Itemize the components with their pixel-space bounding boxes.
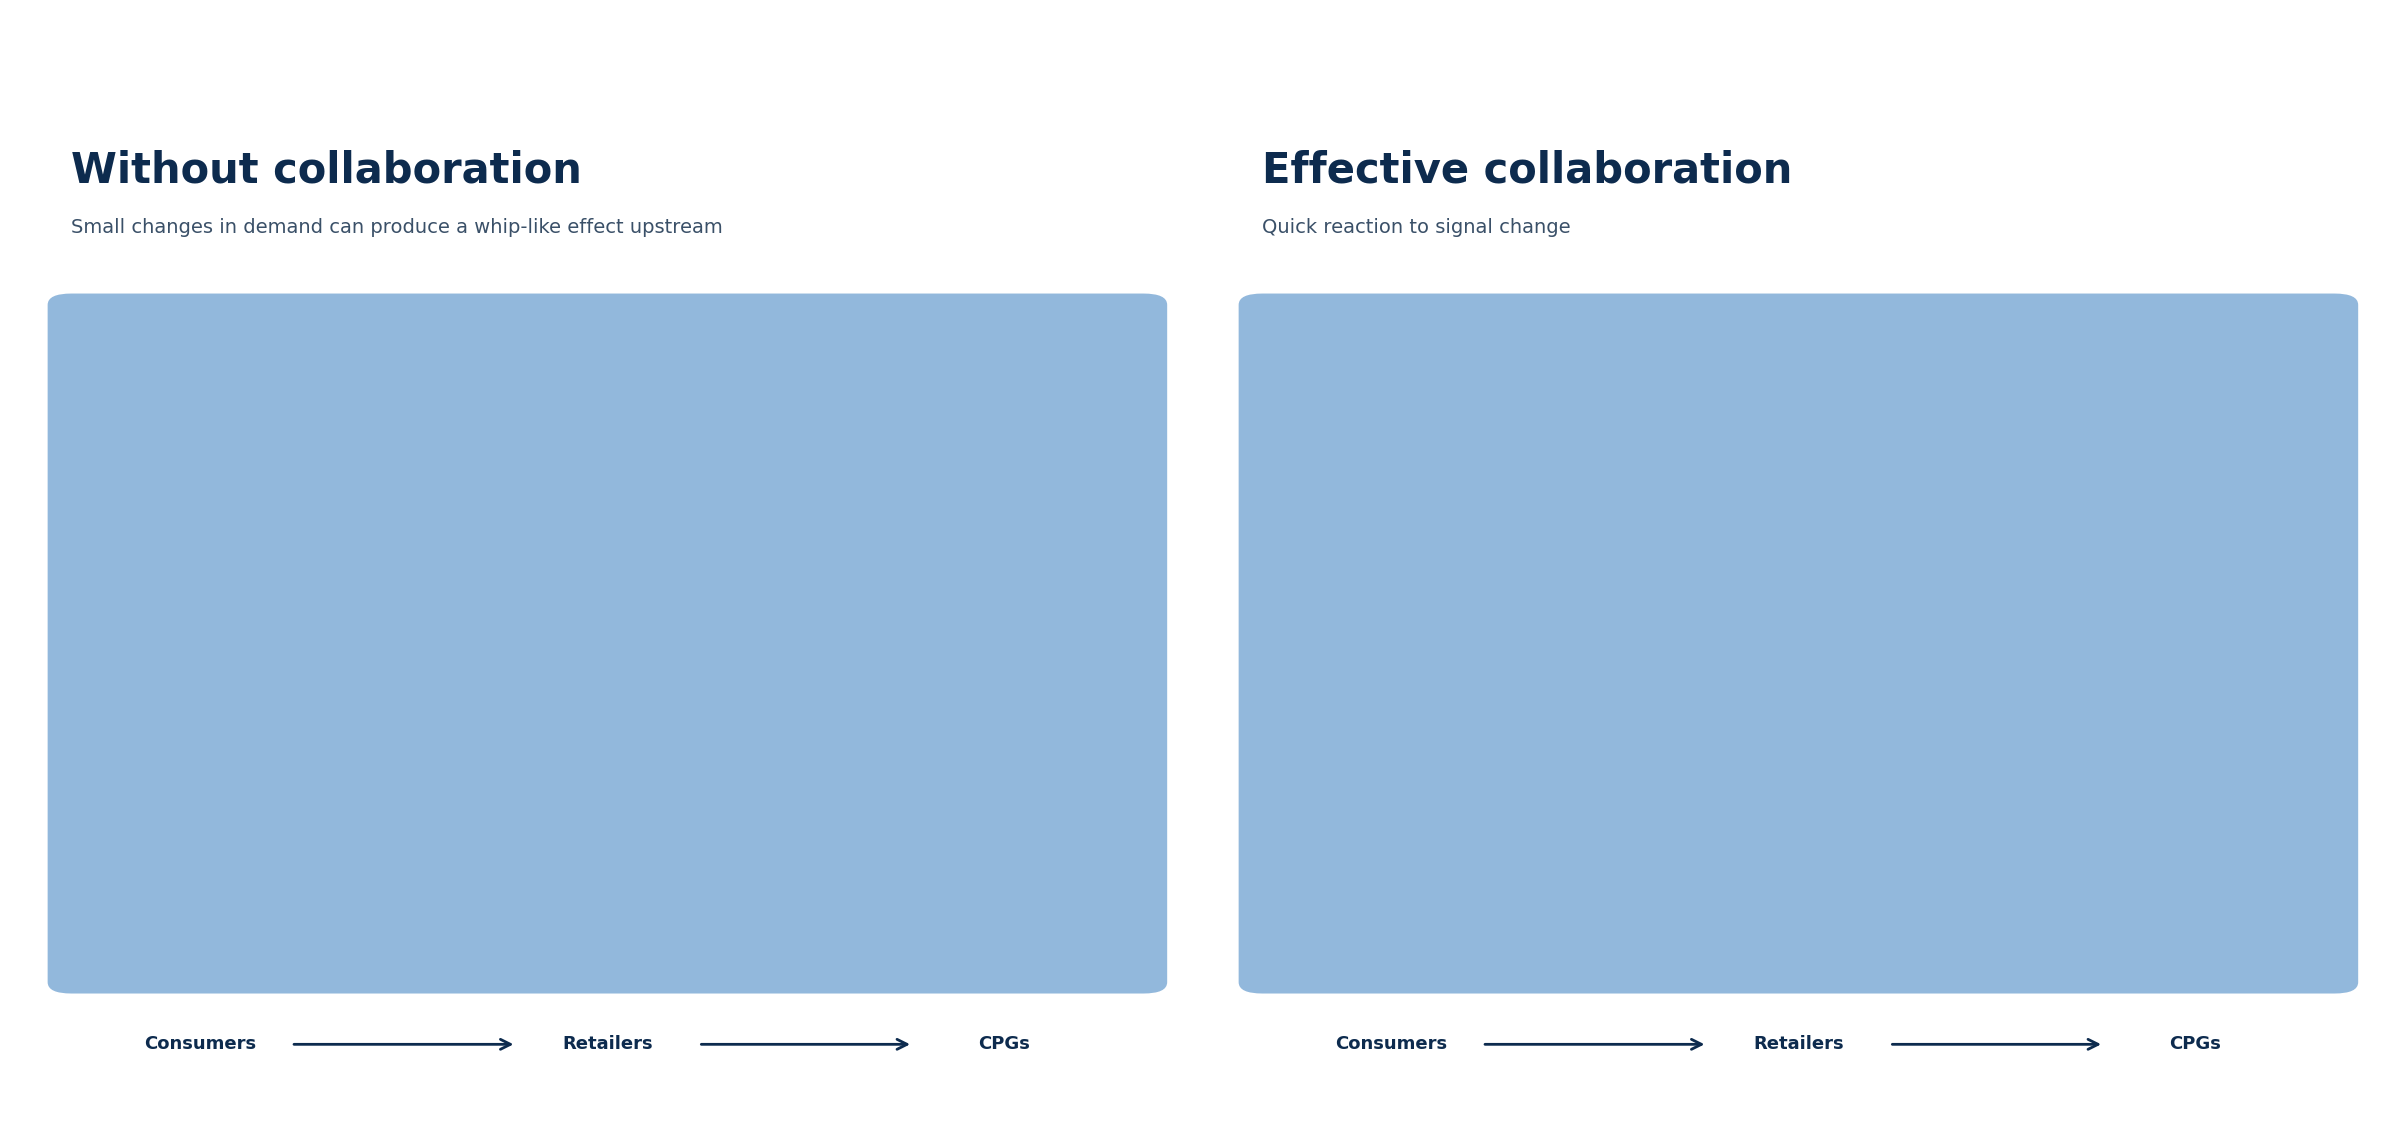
Text: Small changes in demand can produce a whip-like effect upstream: Small changes in demand can produce a wh… <box>71 218 724 237</box>
Text: Effective collaboration: Effective collaboration <box>1262 150 1794 192</box>
Text: Product
numbers: Product numbers <box>1305 542 1410 590</box>
Text: Retailers: Retailers <box>1753 1035 1844 1053</box>
Text: Quick reaction to signal change: Quick reaction to signal change <box>1262 218 1572 237</box>
Text: CPGs: CPGs <box>2170 1035 2220 1053</box>
Text: Retailers: Retailers <box>562 1035 653 1053</box>
Text: Product
numbers: Product numbers <box>114 542 219 590</box>
Text: Consumers: Consumers <box>1334 1035 1448 1053</box>
Text: CPGs: CPGs <box>979 1035 1029 1053</box>
Text: Without collaboration: Without collaboration <box>71 150 581 192</box>
Text: Consumers: Consumers <box>143 1035 257 1053</box>
